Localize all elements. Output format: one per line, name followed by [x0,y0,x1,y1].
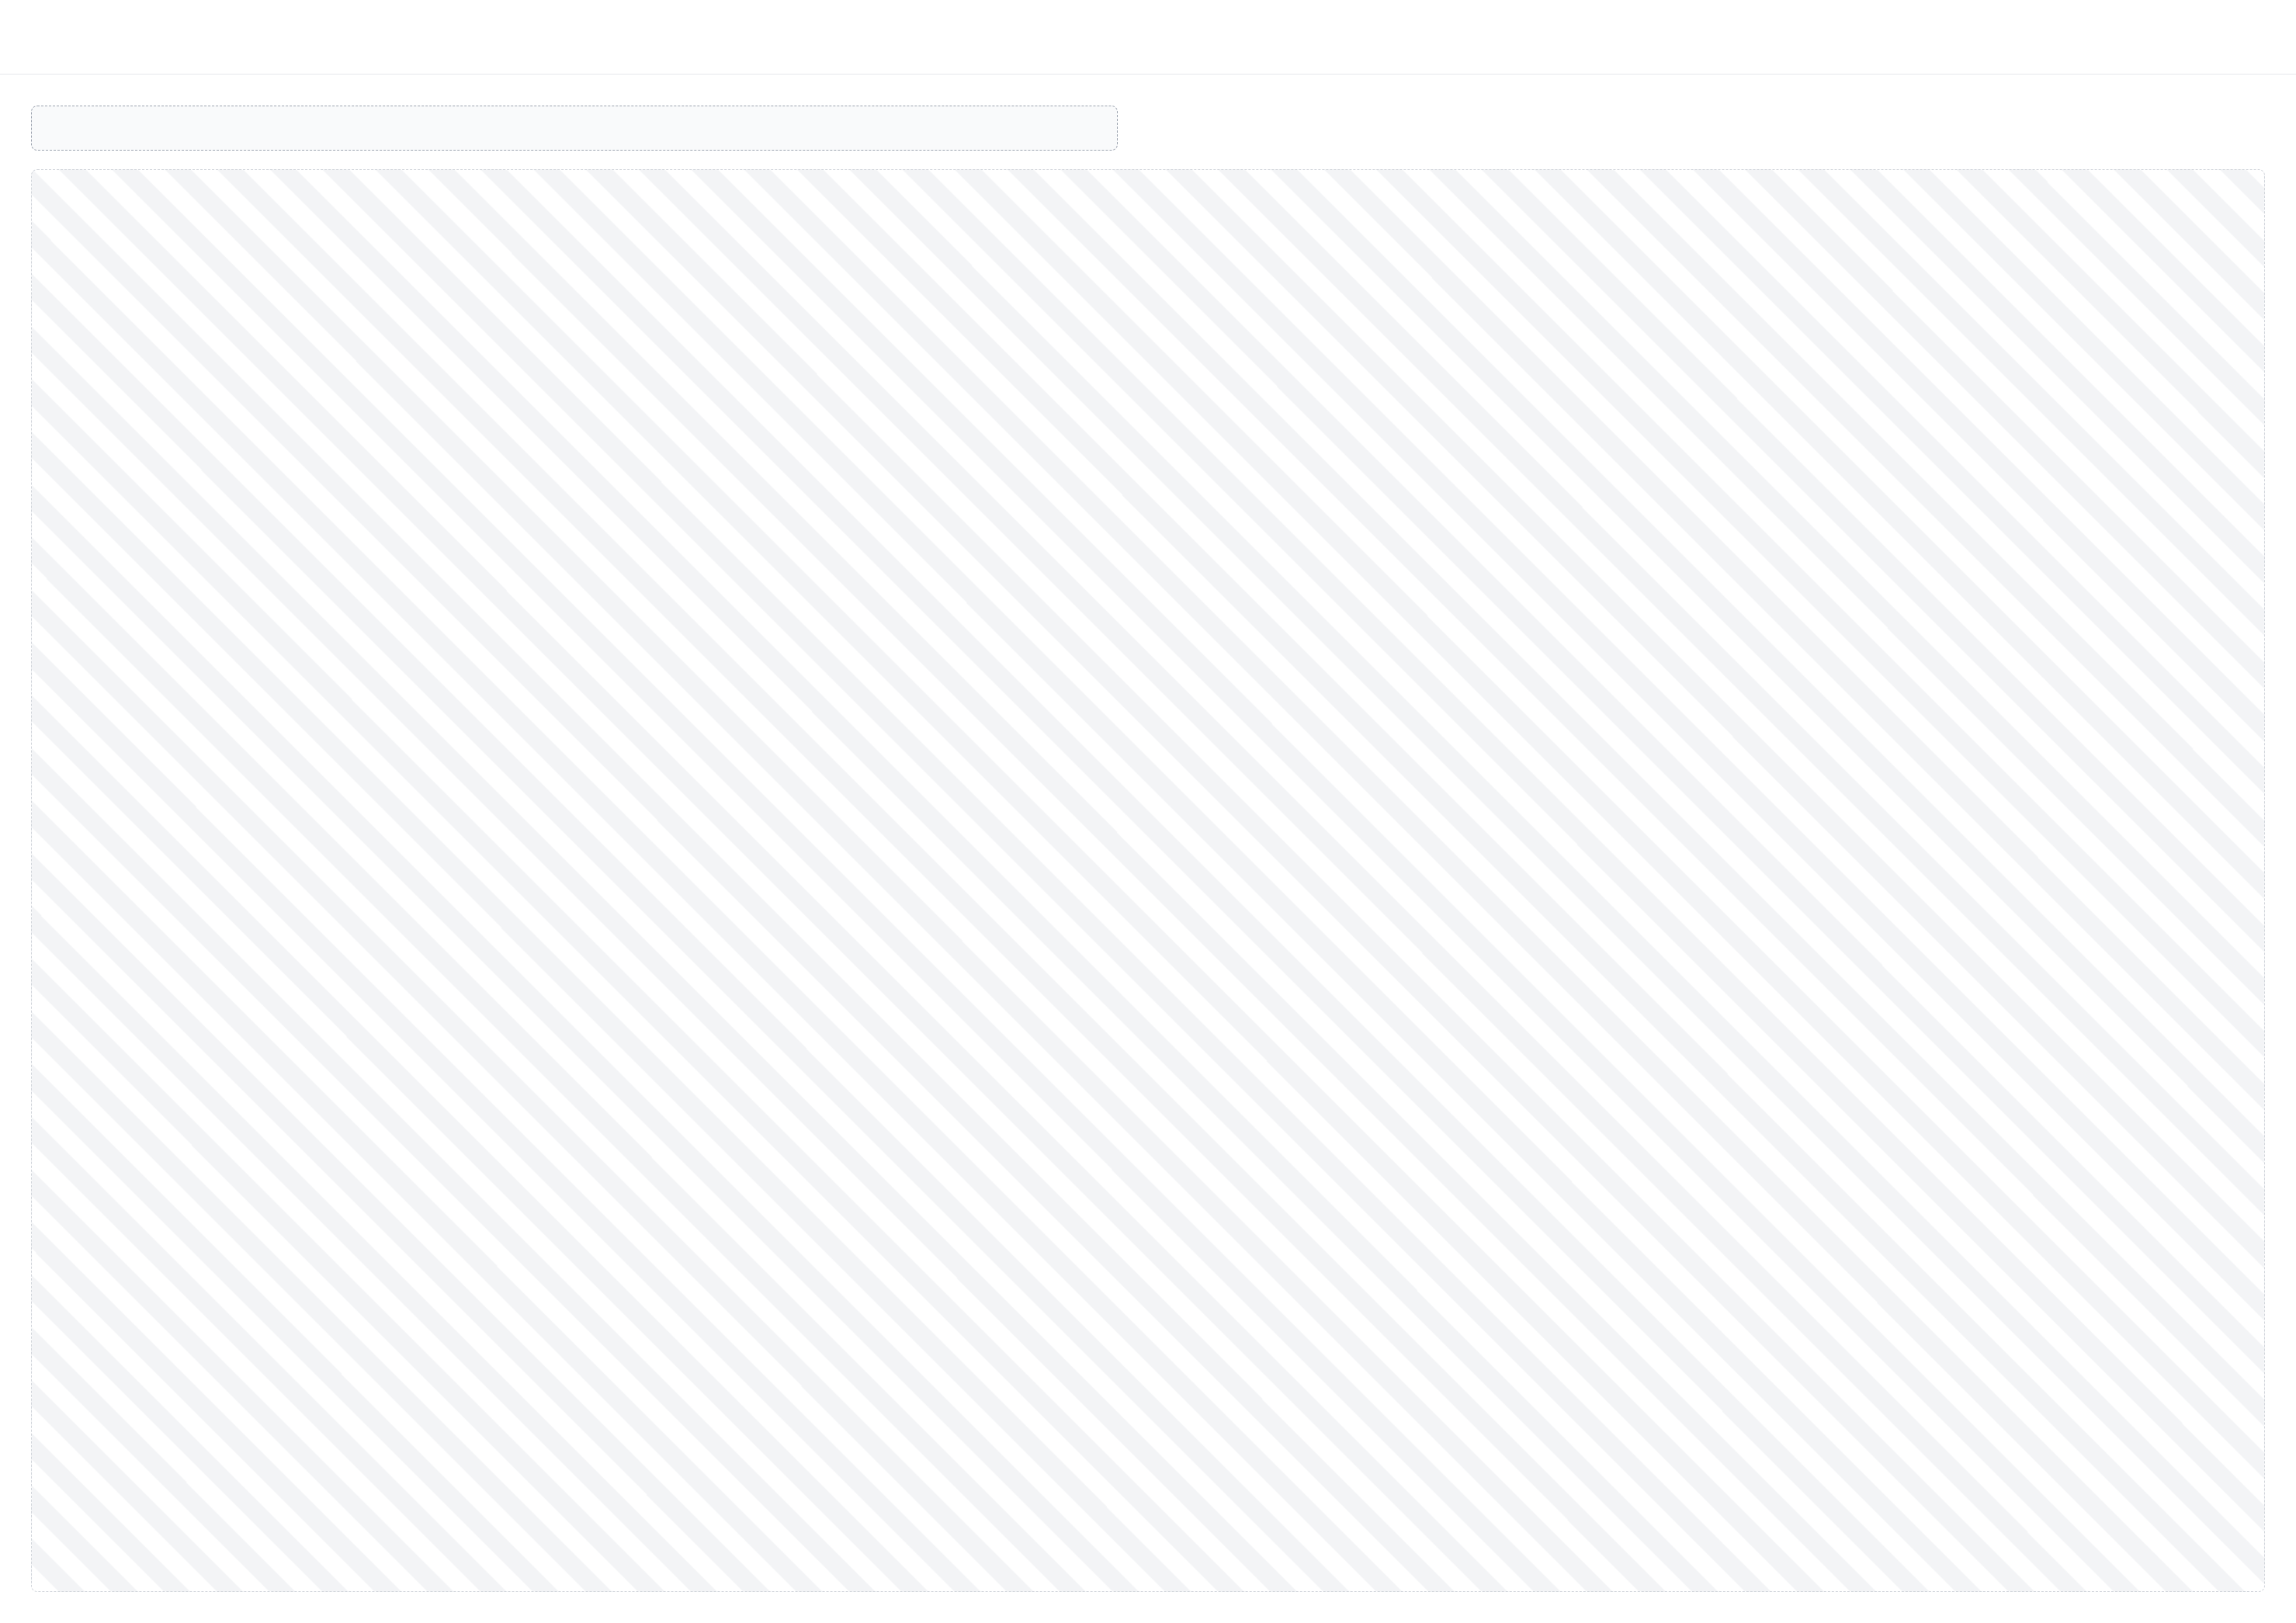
page-header [0,0,2296,75]
content-placeholder [31,169,2265,1592]
missing-screenshot-notice [31,106,1118,151]
page-body [0,75,2296,1623]
